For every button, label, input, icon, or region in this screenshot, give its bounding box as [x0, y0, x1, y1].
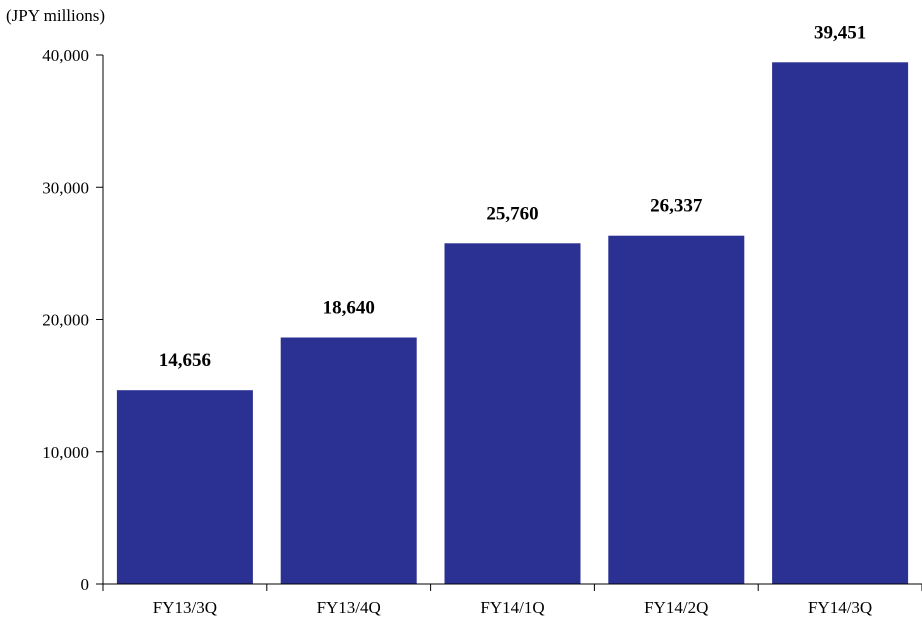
bar-value-label: 14,656	[159, 350, 211, 371]
bar-fy14-1q	[444, 243, 581, 585]
x-tick-label: FY13/4Q	[317, 598, 381, 617]
y-tick-label: 0	[81, 575, 90, 594]
y-tick-label: 10,000	[42, 443, 89, 462]
y-axis-unit-label: (JPY millions)	[6, 6, 106, 25]
y-tick-label: 20,000	[42, 311, 89, 330]
bar-value-label: 26,337	[650, 196, 703, 217]
bar-value-label: 25,760	[486, 203, 538, 224]
y-tick-label: 40,000	[42, 46, 89, 65]
bar-fy13-3q	[116, 390, 253, 584]
bar-fy14-2q	[608, 235, 745, 584]
bar-value-label: 18,640	[323, 297, 375, 318]
x-tick-label: FY13/3Q	[153, 598, 217, 617]
bar-fy13-4q	[280, 337, 417, 584]
bar-value-label: 39,451	[814, 22, 866, 43]
x-tick-label: FY14/3Q	[808, 598, 872, 617]
x-tick-label: FY14/2Q	[644, 598, 708, 617]
x-tick-label: FY14/1Q	[480, 598, 544, 617]
bar-fy14-3q	[772, 62, 909, 585]
y-tick-label: 30,000	[42, 178, 89, 197]
